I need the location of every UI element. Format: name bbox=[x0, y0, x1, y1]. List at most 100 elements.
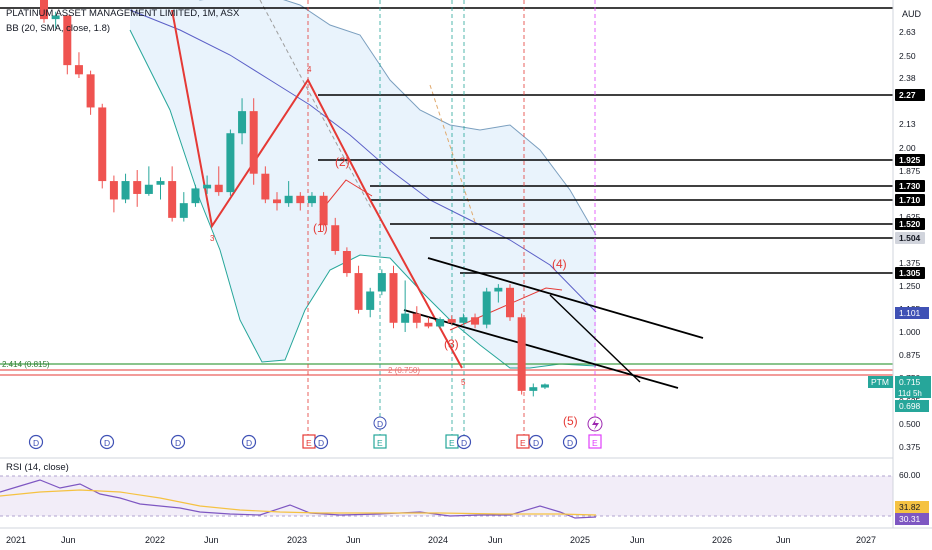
candle-body bbox=[517, 317, 526, 391]
rsi-band-bg bbox=[0, 476, 893, 516]
candle-body bbox=[203, 184, 212, 189]
point-5-label: 5 bbox=[461, 378, 466, 387]
earnings-marker[interactable]: E bbox=[445, 434, 459, 449]
marker-letter: E bbox=[520, 438, 526, 448]
candle-body bbox=[74, 65, 83, 75]
dividend-marker[interactable]: D bbox=[528, 434, 544, 450]
dashed-diagonal bbox=[429, 84, 477, 226]
price-tick: 1.375 bbox=[899, 258, 921, 268]
dividend-marker[interactable]: D bbox=[99, 434, 115, 450]
candle bbox=[377, 269, 386, 296]
rsi-value-badge bbox=[895, 513, 929, 525]
time-label: 2021 bbox=[6, 535, 26, 545]
marker-shape bbox=[28, 434, 44, 450]
wave-3-label: (3) bbox=[444, 337, 459, 351]
level-badge-text: 1.520 bbox=[899, 219, 921, 229]
dividend-marker[interactable]: D bbox=[456, 434, 472, 450]
time-label: 2022 bbox=[145, 535, 165, 545]
low-badge bbox=[895, 400, 929, 412]
candle bbox=[191, 184, 200, 207]
candle-body bbox=[121, 181, 130, 200]
level-badge-text: 2.27 bbox=[899, 90, 916, 100]
candle bbox=[540, 383, 549, 390]
candle bbox=[168, 166, 177, 222]
candle-body bbox=[214, 184, 223, 193]
wave-sub bbox=[319, 179, 373, 213]
candle-body bbox=[331, 225, 340, 252]
candle bbox=[506, 284, 514, 321]
candle-body bbox=[261, 173, 270, 200]
candle bbox=[494, 284, 503, 303]
dividend-marker[interactable]: D bbox=[313, 434, 329, 450]
dividend-marker[interactable]: D bbox=[28, 434, 44, 450]
candle-body bbox=[342, 251, 351, 274]
candle bbox=[517, 313, 526, 395]
bb-value-text: 1.101 bbox=[899, 308, 921, 318]
dashed-diagonal bbox=[259, 0, 373, 211]
marker-letter: E bbox=[449, 438, 455, 448]
marker-shape bbox=[99, 434, 115, 450]
wave-sub bbox=[449, 287, 563, 331]
rsi-value-text: 30.31 bbox=[899, 514, 921, 524]
event-markers[interactable]: D D D D E D E E D E D D ED bbox=[28, 416, 603, 450]
candles bbox=[40, 0, 549, 397]
candle-body bbox=[109, 181, 118, 200]
marker-shape bbox=[562, 434, 578, 450]
time-label: Jun bbox=[488, 535, 503, 545]
marker-shape bbox=[170, 434, 186, 450]
price-badges: 1.101 PTM 0.715 11d 5h 0.698 bbox=[868, 307, 931, 412]
candle bbox=[179, 192, 188, 222]
candle bbox=[401, 280, 410, 332]
time-label: 2025 bbox=[570, 535, 590, 545]
candle bbox=[63, 15, 72, 75]
earnings-marker[interactable]: E bbox=[516, 434, 530, 449]
time-label: 2023 bbox=[287, 535, 307, 545]
marker-letter: D bbox=[377, 419, 383, 429]
time-label: Jun bbox=[346, 535, 361, 545]
last-price-badge bbox=[895, 376, 931, 398]
candle-body bbox=[389, 273, 398, 323]
dividend-marker[interactable]: D bbox=[241, 434, 257, 450]
candle bbox=[249, 98, 258, 185]
candle bbox=[98, 103, 107, 189]
candle bbox=[40, 0, 48, 23]
marker-shape bbox=[313, 434, 329, 450]
marker-shape bbox=[373, 434, 387, 449]
rsi-ma-text: 31.82 bbox=[899, 502, 921, 512]
dividend-marker[interactable] bbox=[373, 416, 387, 430]
marker-letter: D bbox=[246, 438, 252, 448]
rsi-tick: 60.00 bbox=[899, 470, 921, 480]
candle-body bbox=[319, 195, 328, 226]
symbol-title: PLATINUM ASSET MANAGEMENT LIMITED, 1M, A… bbox=[6, 8, 240, 19]
price-tick: 2.38 bbox=[899, 73, 916, 83]
price-tick: 2.00 bbox=[899, 143, 916, 153]
rsi-label: RSI (14, close) bbox=[6, 462, 69, 473]
time-label: Jun bbox=[204, 535, 219, 545]
dividend-marker[interactable]: D bbox=[562, 434, 578, 450]
earnings-marker[interactable]: E bbox=[302, 434, 316, 449]
point-3-label: 3 bbox=[210, 234, 215, 243]
candle-body bbox=[144, 184, 153, 194]
candle-body bbox=[133, 181, 142, 194]
candle-body bbox=[238, 111, 247, 134]
dividend-marker[interactable]: D bbox=[170, 434, 186, 450]
marker-letter: D bbox=[567, 438, 573, 448]
flash-icon bbox=[592, 419, 599, 430]
candle bbox=[436, 317, 445, 329]
price-tick: 0.375 bbox=[899, 442, 921, 452]
candle-body bbox=[459, 317, 468, 323]
candle bbox=[261, 166, 270, 204]
wave-drawings bbox=[171, 9, 704, 389]
level-badge bbox=[895, 194, 925, 206]
wave-5-label: (5) bbox=[563, 414, 578, 428]
bb-fill bbox=[130, 0, 596, 368]
earnings-marker[interactable]: E bbox=[588, 434, 602, 449]
channel-top bbox=[427, 257, 704, 339]
level-badge-text: 1.305 bbox=[899, 268, 921, 278]
earnings-marker[interactable]: E bbox=[373, 434, 387, 449]
candle-body bbox=[401, 313, 410, 323]
price-tick: 0.500 bbox=[899, 419, 921, 429]
marker-letter: E bbox=[306, 438, 312, 448]
